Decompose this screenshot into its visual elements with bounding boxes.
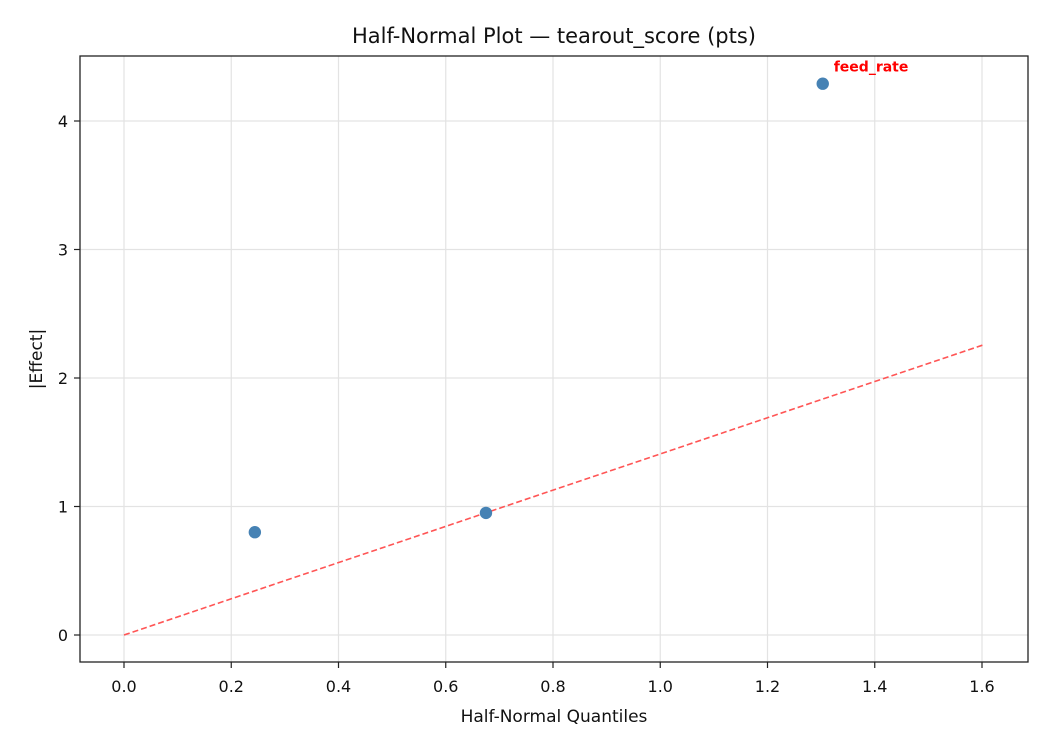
y-tick-label: 1 xyxy=(58,498,68,517)
y-tick-label: 0 xyxy=(58,626,68,645)
x-tick-label: 1.0 xyxy=(648,677,673,696)
x-tick-label: 0.4 xyxy=(326,677,351,696)
plot-frame xyxy=(79,55,1029,663)
point-annotation-label: feed_rate xyxy=(834,60,909,76)
x-axis-label: Half-Normal Quantiles xyxy=(461,707,648,727)
x-tick-label: 0.0 xyxy=(111,677,136,696)
data-point xyxy=(479,506,493,520)
x-tick-label: 1.4 xyxy=(862,677,887,696)
y-tick-label: 4 xyxy=(58,112,68,131)
reference-line-path xyxy=(123,343,985,636)
data-points xyxy=(248,77,829,539)
y-tick-label: 2 xyxy=(58,369,68,388)
x-tick-label: 1.2 xyxy=(755,677,780,696)
data-point xyxy=(816,77,829,90)
chart-title: Half-Normal Plot — tearout_score (pts) xyxy=(352,24,756,49)
reference-line xyxy=(123,343,985,636)
point-annotations: feed_rate xyxy=(834,60,909,76)
x-tick-label: 0.2 xyxy=(219,677,244,696)
x-tick-label: 1.6 xyxy=(969,677,994,696)
grid-lines xyxy=(80,56,1028,662)
x-axis-ticks: 0.0 0.2 0.4 0.6 0.8 1.0 1.2 1.4 1.6 xyxy=(111,662,995,696)
x-tick-label: 0.8 xyxy=(540,677,565,696)
y-axis-label: |Effect| xyxy=(27,329,47,389)
x-tick-label: 0.6 xyxy=(433,677,458,696)
y-tick-label: 3 xyxy=(58,241,68,260)
y-axis-ticks: 0 1 2 3 4 xyxy=(58,112,80,645)
data-point xyxy=(248,526,262,539)
